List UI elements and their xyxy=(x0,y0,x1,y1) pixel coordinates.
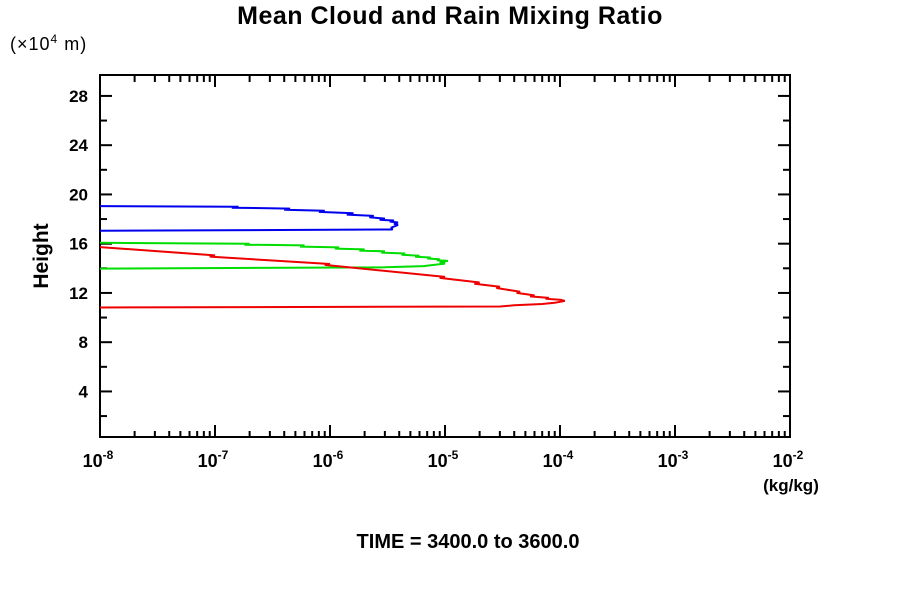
y-unit-prefix: (×10 xyxy=(10,34,51,54)
y-tick-label: 28 xyxy=(69,87,88,106)
time-caption: TIME = 3400.0 to 3600.0 xyxy=(356,531,580,553)
x-axis-ticks xyxy=(99,75,791,437)
series-line-cloud-mixing-ratio-upper xyxy=(99,205,399,232)
axis-frame xyxy=(99,74,791,438)
y-tick-label: 24 xyxy=(69,136,88,155)
series-line-cloud-mixing-ratio-lower xyxy=(99,241,449,270)
x-tick-label: 10-8 xyxy=(83,448,114,471)
chart-title: Mean Cloud and Rain Mixing Ratio xyxy=(237,2,663,30)
x-tick-labels: 10-8 10-7 10-6 10-5 10-4 10-3 10-2 xyxy=(83,448,804,471)
y-tick-labels: 4 8 12 16 20 24 28 xyxy=(69,87,88,402)
series-line-rain-mixing-ratio xyxy=(99,246,566,309)
y-unit-suffix: m) xyxy=(58,34,88,54)
x-tick-label: 10-3 xyxy=(658,448,689,471)
y-tick-label: 8 xyxy=(79,333,88,352)
y-tick-label: 16 xyxy=(69,235,88,254)
x-tick-label: 10-7 xyxy=(198,448,229,471)
x-axis-unit-label: (kg/kg) xyxy=(763,476,819,495)
x-tick-label: 10-2 xyxy=(773,448,804,471)
x-tick-label: 10-6 xyxy=(313,448,344,471)
y-unit-exponent: 4 xyxy=(50,32,59,46)
x-tick-label: 10-4 xyxy=(543,448,574,471)
y-axis-unit-label: (×104 m) xyxy=(10,32,87,55)
y-tick-label: 4 xyxy=(79,382,89,401)
y-axis-ticks xyxy=(100,94,790,418)
x-tick-label: 10-5 xyxy=(428,448,459,471)
y-tick-label: 12 xyxy=(69,284,88,303)
y-tick-label: 20 xyxy=(69,185,88,204)
